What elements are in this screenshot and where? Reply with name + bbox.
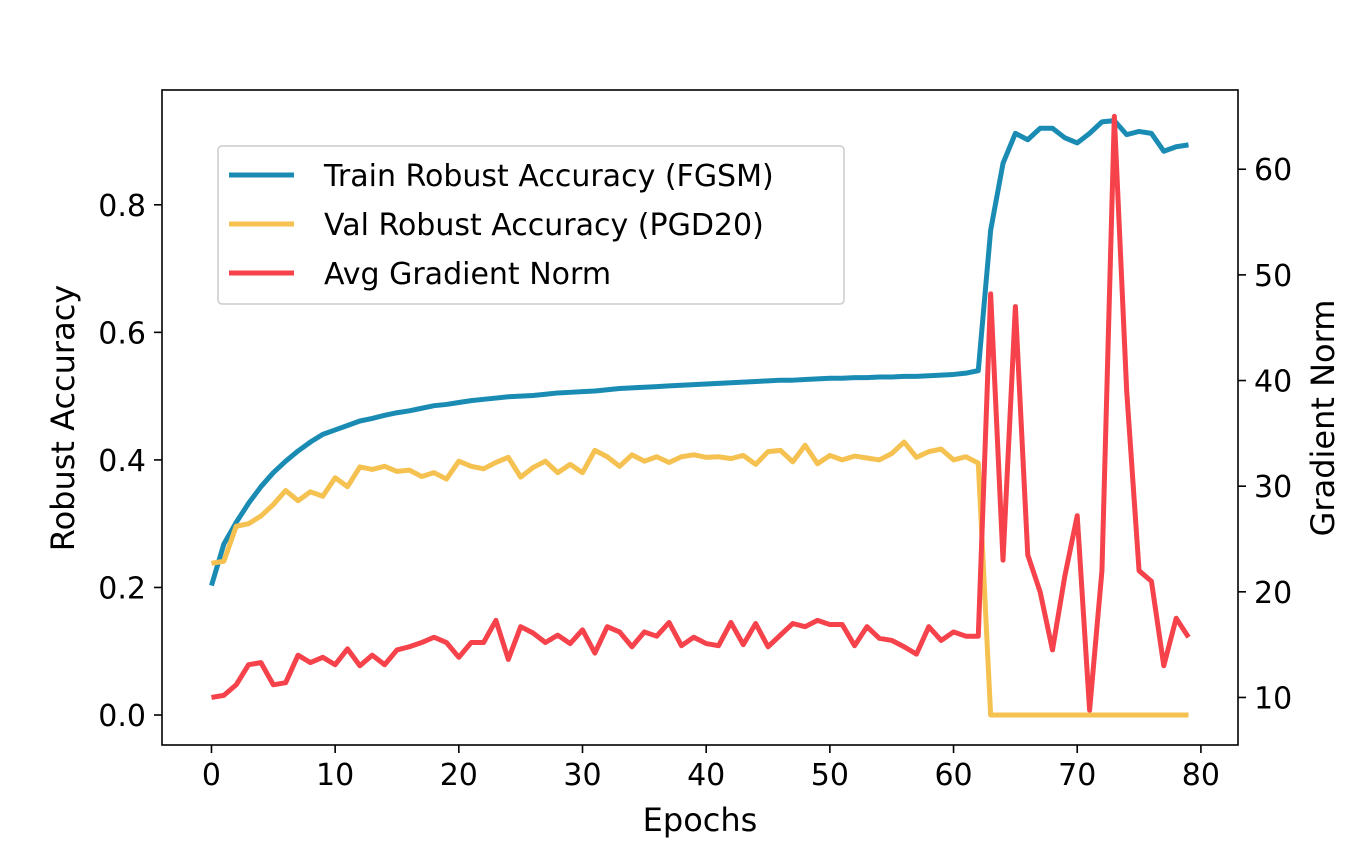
y2-tick-label: 40 — [1254, 365, 1292, 400]
y2-axis-title: Gradient Norm — [1304, 300, 1342, 537]
y2-tick-label: 50 — [1254, 259, 1292, 294]
x-tick-label: 0 — [202, 758, 221, 793]
y-tick-label: 0.2 — [98, 571, 146, 606]
legend-label-grad: Avg Gradient Norm — [324, 257, 611, 292]
x-tick-label: 80 — [1182, 758, 1220, 793]
y-axis-title: Robust Accuracy — [44, 285, 82, 551]
legend-label-train: Train Robust Accuracy (FGSM) — [323, 159, 774, 194]
y2-tick-label: 20 — [1254, 576, 1292, 611]
legend: Train Robust Accuracy (FGSM) Val Robust … — [217, 145, 845, 305]
x-tick-label: 30 — [563, 758, 601, 793]
x-axis-title: Epochs — [643, 801, 758, 839]
y2-tick-label: 10 — [1254, 681, 1292, 716]
x-tick-label: 50 — [811, 758, 849, 793]
series-line-train-robust-accuracy-fgsm — [209, 118, 1189, 587]
x-tick-label: 10 — [316, 758, 354, 793]
x-tick-label: 20 — [440, 758, 478, 793]
x-tick-label: 40 — [687, 758, 725, 793]
plot-frame — [161, 89, 1239, 746]
y-tick-label: 0.6 — [98, 316, 146, 351]
series-line-val-robust-accuracy-pgd20 — [211, 439, 1189, 718]
y2-tick-label: 60 — [1254, 153, 1292, 188]
legend-box — [217, 145, 845, 305]
axis-layer: 0 10 20 30 40 50 60 70 80 0.0 0.2 0.4 0.6 0.8 10 20 30 40… — [98, 153, 1292, 793]
series-line-avg-gradient-norm — [211, 113, 1191, 713]
legend-label-val: Val Robust Accuracy (PGD20) — [324, 208, 764, 243]
y2-tick-label: 30 — [1254, 470, 1292, 505]
x-tick-label: 60 — [934, 758, 972, 793]
x-tick-label: 70 — [1058, 758, 1096, 793]
y-tick-label: 0.8 — [98, 189, 146, 224]
y-tick-label: 0.4 — [98, 444, 146, 479]
y-tick-label: 0.0 — [98, 699, 146, 734]
series-layer — [209, 113, 1191, 718]
